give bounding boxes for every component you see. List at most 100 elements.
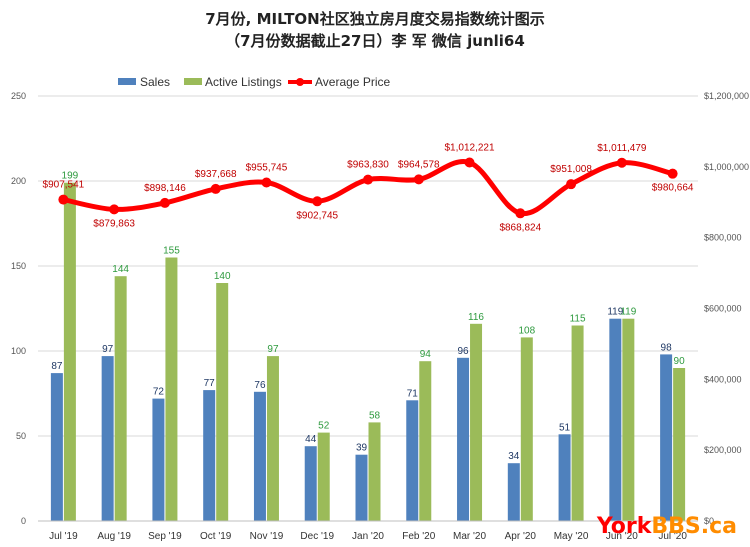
data-label-listings: 144: [112, 264, 129, 275]
price-point: [109, 204, 120, 215]
bar-listings: [165, 257, 178, 521]
bar-listings: [571, 325, 584, 521]
data-label-listings: 94: [420, 349, 432, 360]
price-point: [363, 174, 373, 185]
bar-sales: [355, 454, 368, 521]
y-right-tick-label: $0: [704, 516, 714, 526]
price-line: $907,541 $879,863 $898,146 $937,668 $955,745…: [43, 143, 694, 234]
y-left-tick-label: 50: [16, 431, 26, 441]
x-tick-label: Dec '19: [300, 531, 334, 542]
data-label-sales: 119: [607, 307, 623, 318]
x-axis: Jul '19 Aug '19 Sep '19 Oct '19 Nov '19 Dec '…: [38, 520, 698, 542]
data-label-price: $1,012,221: [445, 143, 495, 154]
data-label-listings: 97: [267, 344, 279, 355]
y-right-tick-label: $800,000: [704, 233, 742, 243]
data-label-sales: 77: [204, 378, 216, 389]
bar-sales: [558, 434, 571, 521]
data-label-price: $868,824: [499, 222, 541, 233]
x-tick-label: Feb '20: [402, 531, 435, 542]
y-left-tick-label: 200: [11, 176, 26, 186]
data-label-sales: 51: [559, 422, 571, 433]
data-label-price: $1,011,479: [597, 143, 647, 154]
x-tick-label: Sep '19: [148, 531, 182, 542]
bar-sales: [457, 357, 470, 521]
price-point: [464, 157, 475, 168]
bar-sales: [609, 318, 622, 521]
data-label-price: $907,541: [43, 180, 85, 191]
y-right-tick-label: $1,200,000: [704, 91, 749, 101]
data-label-listings: 90: [674, 356, 686, 367]
bar-listings: [216, 283, 229, 521]
legend-label-listings: Active Listings: [205, 75, 282, 89]
legend-label-sales: Sales: [140, 75, 170, 89]
data-label-price: $902,745: [296, 210, 338, 221]
data-label-price: $980,664: [652, 183, 694, 194]
legend-label-price: Average Price: [315, 75, 390, 89]
y-right-tick-label: $400,000: [704, 374, 742, 384]
watermark-part-bbs: BBS.ca: [651, 514, 737, 539]
data-label-price: $937,668: [195, 169, 237, 180]
price-point: [515, 208, 526, 219]
x-tick-label: Oct '19: [200, 531, 232, 542]
legend: Sales Active Listings Average Price: [118, 75, 390, 89]
y-right-tick-label: $600,000: [704, 304, 742, 314]
watermark: YorkBBS.ca: [596, 514, 737, 539]
chart-title-line1: 7月份, MILTON社区独立房月度交易指数统计图示: [205, 10, 544, 28]
x-tick-label: Jun '20: [606, 531, 638, 542]
legend-swatch-sales: [118, 78, 136, 85]
bar-listings: [673, 368, 686, 521]
data-label-price: $898,146: [144, 183, 186, 194]
data-label-sales: 44: [305, 434, 317, 445]
price-point: [261, 177, 272, 188]
y-right-tick-label: $200,000: [704, 445, 742, 455]
bar-sales: [50, 373, 63, 521]
bar-sales: [152, 398, 165, 521]
price-point: [210, 183, 221, 194]
data-label-listings: 116: [468, 312, 484, 323]
data-label-listings: 108: [518, 325, 535, 336]
x-tick-label: Mar '20: [453, 531, 486, 542]
y-right-tick-label: $1,000,000: [704, 162, 749, 172]
bar-listings: [114, 276, 127, 521]
y-axis-right: $0 $200,000 $400,000 $600,000 $800,000 $1,000…: [704, 91, 749, 526]
data-label-listings: 119: [620, 307, 636, 318]
bar-listings: [317, 432, 330, 521]
data-label-listings: 58: [369, 410, 381, 421]
data-label-price: $955,745: [246, 163, 288, 174]
price-point: [667, 168, 678, 179]
bar-listings: [63, 182, 76, 521]
data-label-sales: 87: [51, 361, 63, 372]
data-label-sales: 96: [457, 346, 469, 357]
data-label-listings: 115: [570, 314, 586, 325]
price-point: [413, 174, 424, 185]
y-left-tick-label: 100: [11, 346, 26, 356]
watermark-part-york: York: [596, 514, 653, 539]
legend-marker-price: [296, 78, 304, 86]
y-left-tick-label: 150: [11, 261, 26, 271]
data-label-price: $964,578: [398, 159, 440, 170]
bar-listings: [266, 356, 279, 521]
price-point: [58, 194, 69, 205]
data-label-sales: 39: [356, 443, 368, 454]
data-label-sales: 97: [102, 344, 114, 355]
bar-sales: [101, 356, 114, 521]
data-label-listings: 140: [214, 271, 231, 282]
data-label-price: $951,008: [550, 164, 592, 175]
bar-sales: [304, 446, 317, 521]
bar-listings: [622, 318, 635, 521]
bar-listings: [419, 361, 432, 521]
bar-sales: [253, 391, 266, 521]
data-label-sales: 71: [407, 388, 419, 399]
x-tick-label: Jan '20: [352, 531, 384, 542]
x-tick-label: Aug '19: [97, 531, 131, 542]
bar-listings: [470, 323, 483, 521]
x-tick-label: Jul '19: [49, 531, 78, 542]
bar-sales: [203, 390, 216, 521]
price-point: [566, 179, 577, 190]
price-point: [159, 197, 170, 208]
y-axis-left: 0 50 100 150 200 250: [11, 91, 26, 526]
x-tick-label: May '20: [554, 531, 589, 542]
y-left-tick-label: 250: [11, 91, 26, 101]
